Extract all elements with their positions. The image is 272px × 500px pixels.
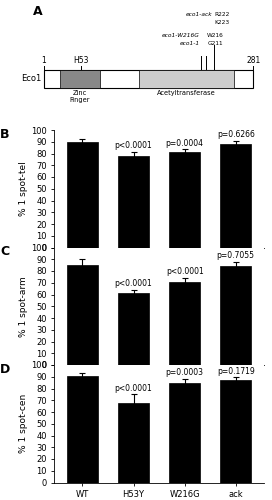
Text: p=0.6266: p=0.6266 bbox=[217, 130, 255, 140]
Bar bbox=[220, 266, 251, 365]
Text: eco1-W216G: eco1-W216G bbox=[162, 33, 200, 38]
Text: Eco1: Eco1 bbox=[21, 74, 42, 83]
Bar bbox=[67, 265, 98, 365]
Text: p=0.7055: p=0.7055 bbox=[217, 251, 255, 260]
Bar bbox=[67, 142, 98, 248]
Bar bbox=[118, 402, 149, 482]
Text: D: D bbox=[0, 362, 10, 376]
Text: eco1-1: eco1-1 bbox=[180, 40, 200, 46]
Text: A: A bbox=[33, 5, 42, 18]
Text: p=0.0003: p=0.0003 bbox=[166, 368, 204, 378]
Text: H53: H53 bbox=[73, 56, 89, 66]
Text: p=0.1719: p=0.1719 bbox=[217, 366, 255, 376]
Bar bbox=[118, 294, 149, 365]
Y-axis label: % 1 spot-cen: % 1 spot-cen bbox=[19, 394, 28, 454]
Bar bbox=[220, 144, 251, 248]
Text: 281: 281 bbox=[246, 56, 261, 66]
Text: B: B bbox=[0, 128, 10, 140]
Text: Zinc
Finger: Zinc Finger bbox=[70, 90, 90, 104]
Text: eco1-ack: eco1-ack bbox=[186, 12, 212, 16]
Bar bbox=[44, 70, 254, 88]
Bar bbox=[60, 70, 100, 88]
Bar bbox=[118, 156, 149, 248]
Bar bbox=[169, 382, 200, 482]
Text: W216: W216 bbox=[207, 33, 224, 38]
Bar bbox=[169, 282, 200, 365]
Bar bbox=[67, 376, 98, 482]
Bar bbox=[169, 152, 200, 248]
Text: G211: G211 bbox=[207, 40, 223, 46]
Text: p<0.0001: p<0.0001 bbox=[115, 279, 152, 288]
Y-axis label: % 1 spot-tel: % 1 spot-tel bbox=[19, 162, 28, 216]
Y-axis label: % 1 spot-arm: % 1 spot-arm bbox=[19, 276, 28, 336]
Text: R222: R222 bbox=[215, 12, 230, 16]
Text: Acetyltransferase: Acetyltransferase bbox=[157, 90, 216, 96]
Text: p<0.0001: p<0.0001 bbox=[166, 268, 203, 276]
Text: p<0.0001: p<0.0001 bbox=[115, 384, 152, 392]
Bar bbox=[139, 70, 234, 88]
Text: 1: 1 bbox=[41, 56, 46, 66]
Text: p<0.0001: p<0.0001 bbox=[115, 141, 152, 150]
Text: p=0.0004: p=0.0004 bbox=[166, 138, 204, 147]
Bar bbox=[220, 380, 251, 482]
Text: C: C bbox=[0, 245, 9, 258]
Text: K223: K223 bbox=[215, 20, 230, 25]
